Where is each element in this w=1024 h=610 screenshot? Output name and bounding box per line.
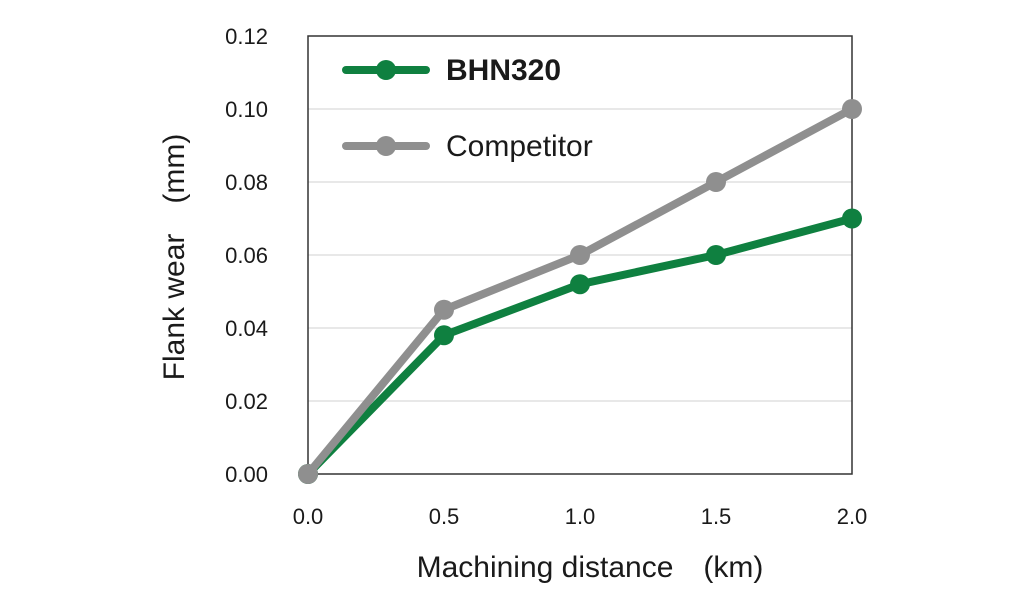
y-tick-label: 0.00 (225, 462, 268, 487)
x-tick-label: 0.0 (293, 504, 324, 529)
data-point (434, 299, 454, 320)
legend: BHN320 Competitor (342, 54, 593, 163)
y-tick-label: 0.04 (225, 316, 268, 341)
data-point (298, 464, 318, 484)
legend-swatch-marker (376, 60, 396, 80)
x-tick-label: 1.5 (701, 504, 732, 529)
data-point (706, 245, 726, 265)
y-tick-label: 0.12 (225, 24, 268, 49)
x-axis-title: Machining distance (km) (417, 551, 764, 584)
data-series (298, 99, 862, 484)
x-tick-label: 1.0 (565, 504, 596, 529)
data-point (434, 325, 454, 346)
legend-item: Competitor (342, 130, 593, 163)
y-tick-label: 0.02 (225, 389, 268, 414)
y-tick-label: 0.10 (225, 97, 268, 122)
legend-swatch-marker (376, 136, 396, 156)
plot-area-frame (307, 35, 853, 475)
data-point (842, 99, 862, 119)
legend-item: BHN320 (342, 54, 561, 87)
data-point (842, 208, 862, 229)
x-tick-label: 0.5 (429, 504, 460, 529)
y-axis-tick-labels: 0.00 0.02 0.04 0.06 0.08 0.10 0.12 (225, 24, 268, 487)
x-tick-label: 2.0 (837, 504, 868, 529)
series-1 (298, 99, 862, 484)
x-axis-tick-labels: 0.0 0.5 1.0 1.5 2.0 (293, 504, 868, 529)
y-tick-label: 0.08 (225, 170, 268, 195)
data-point (706, 172, 726, 192)
y-tick-label: 0.06 (225, 243, 268, 268)
legend-label: BHN320 (446, 54, 561, 87)
data-point (570, 245, 590, 265)
y-axis-title: Flank wear (mm) (158, 134, 191, 381)
series-0 (298, 208, 862, 484)
data-point (570, 274, 590, 295)
legend-label: Competitor (446, 130, 593, 163)
